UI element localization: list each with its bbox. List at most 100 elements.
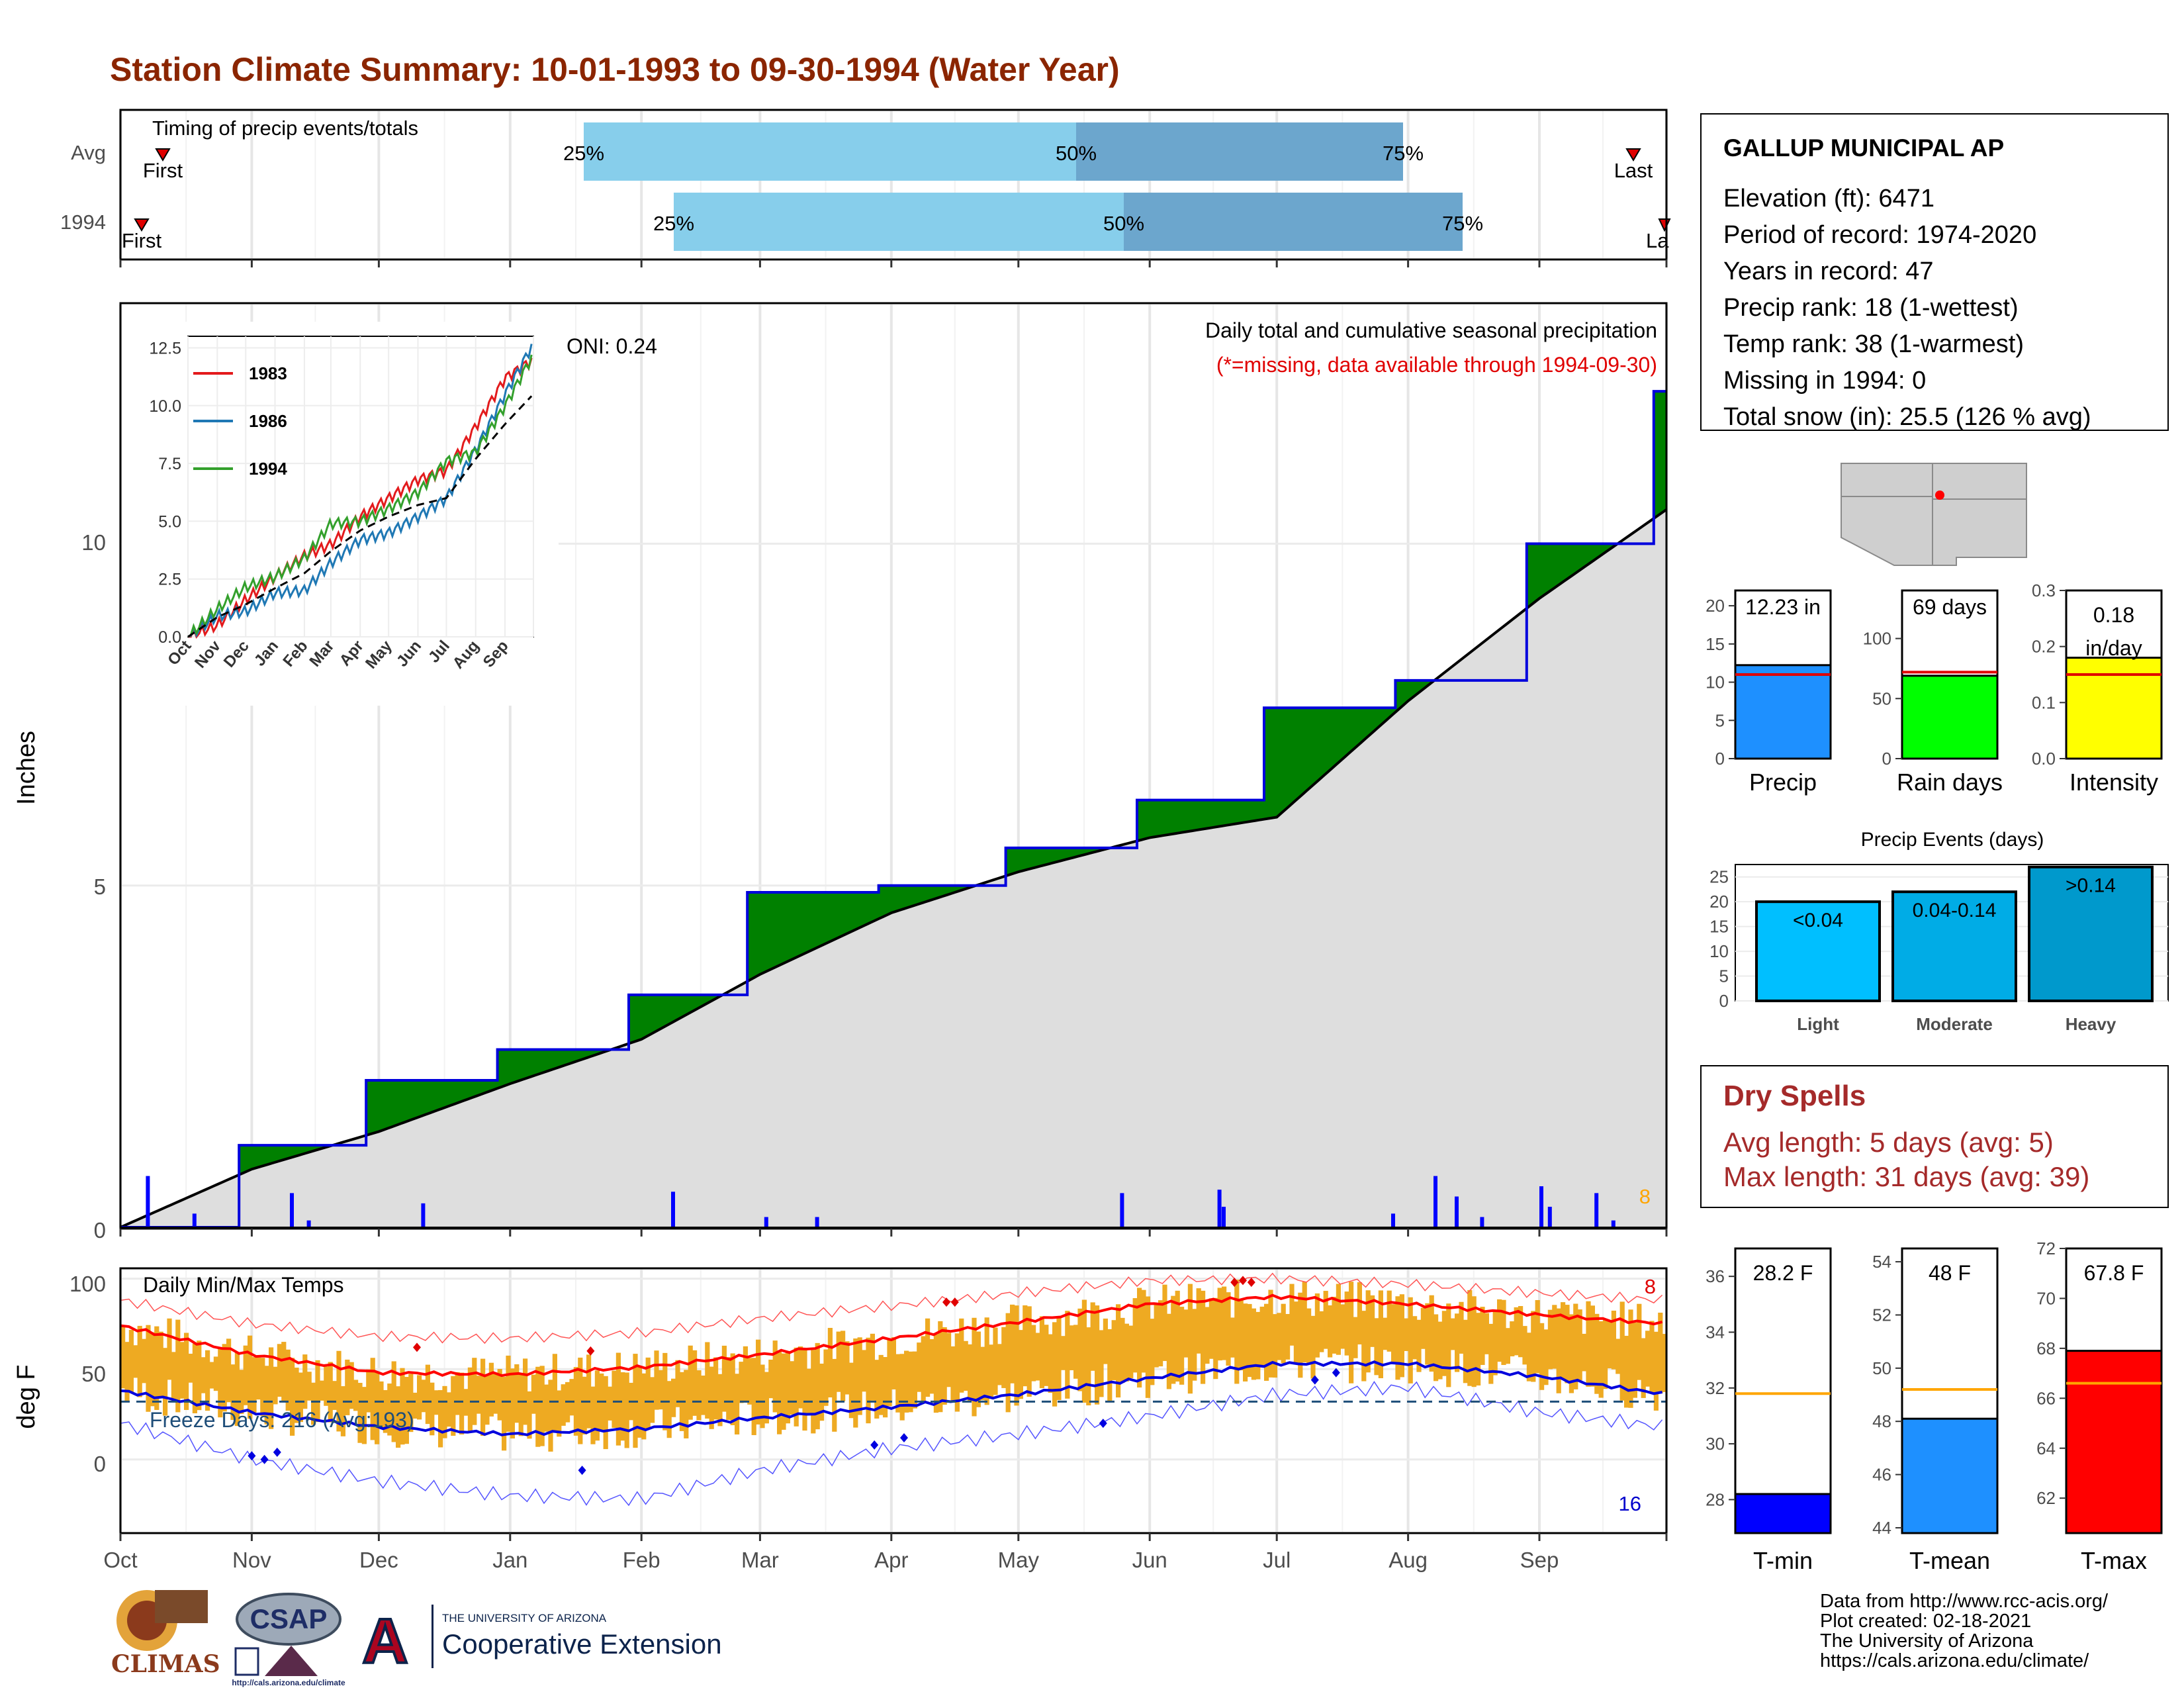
summary-bar-2 [2065, 657, 2163, 760]
daily-temp-bar [895, 1354, 901, 1413]
precip-difference-fill [510, 1049, 515, 1084]
precip-difference-fill [1383, 708, 1388, 724]
daily-temp-bar [1293, 1301, 1298, 1364]
precip-difference-fill [841, 892, 846, 937]
dry-spells-title: Dry Spells [1723, 1080, 1866, 1112]
precip-difference-fill [654, 994, 659, 1033]
daily-temp-bar [1314, 1293, 1320, 1358]
daily-temp-bar [209, 1362, 214, 1389]
daily-temp-bar [624, 1372, 629, 1448]
avg-p75-label: 75% [1383, 142, 1424, 165]
precip-difference-fill [650, 994, 655, 1035]
precip-events-tick: 20 [1709, 892, 1729, 912]
precip-difference-fill [1166, 800, 1171, 835]
precip-difference-fill [1183, 800, 1189, 833]
daily-temp-bar [1518, 1306, 1524, 1358]
daily-precip-bar [192, 1213, 197, 1227]
daily-temp-bar [497, 1369, 502, 1421]
temp-summary-tick-label: 66 [2036, 1388, 2056, 1408]
y1994-25-50-bar [674, 193, 1124, 251]
precip-difference-fill [1353, 708, 1358, 750]
daily-temp-bar [735, 1374, 740, 1434]
precip-difference-fill [1145, 800, 1150, 839]
footer-line-2: Plot created: 02-18-2021 [1820, 1611, 2031, 1632]
precip-difference-fill [1535, 543, 1540, 602]
timing-label: Timing of precip events/totals [152, 117, 418, 140]
month-label-dec: Dec [359, 1548, 398, 1572]
temp-summary-tick-label: 68 [2036, 1338, 2056, 1358]
temp-summary-bar-2 [2065, 1350, 2163, 1534]
daily-temp-bar [1387, 1290, 1392, 1352]
y1994-first-label: First [122, 229, 162, 252]
precip-difference-fill [1073, 847, 1079, 858]
record-high-marker [1230, 1278, 1239, 1288]
precip-difference-fill [1598, 543, 1604, 557]
precip-difference-fill [921, 885, 926, 904]
record-high-marker [950, 1297, 959, 1307]
avg-50-75-bar [1076, 122, 1403, 181]
daily-temp-bar [298, 1372, 303, 1423]
daily-temp-bar [383, 1389, 388, 1433]
daily-temp-bar [827, 1327, 833, 1397]
daily-temp-bar [438, 1389, 443, 1448]
precip-difference-fill [1378, 708, 1383, 727]
month-label-nov: Nov [232, 1548, 271, 1572]
precip-difference-fill [878, 885, 884, 919]
daily-temp-bar [844, 1341, 850, 1395]
precip-difference-fill [1543, 543, 1549, 596]
precip-difference-fill [747, 892, 752, 982]
precip-difference-fill [1365, 708, 1371, 739]
precip-difference-fill [1010, 847, 1015, 875]
daily-temp-bar [552, 1354, 557, 1432]
daily-precip-bar [1222, 1207, 1226, 1227]
precip-difference-fill [578, 1049, 583, 1061]
daily-temp-bar [1336, 1284, 1341, 1355]
daily-temp-bar [1619, 1301, 1625, 1401]
precip-difference-fill [248, 1145, 253, 1172]
timing-panel: Timing of precip events/totals Avg 1994 … [60, 109, 1671, 261]
month-axis-labels: Oct Nov Dec Jan Feb Mar Apr May Jun Jul Aug Sep [103, 259, 1668, 1572]
daily-temp-bar [324, 1366, 329, 1406]
daily-temp-bar [1365, 1290, 1371, 1373]
precip-difference-fill [302, 1145, 308, 1154]
climas-logo-block [155, 1590, 208, 1623]
precip-difference-fill [594, 1049, 600, 1055]
inset-content: 0.02.55.07.510.012.5OctNovDecJanFebMarAp… [149, 336, 534, 673]
daily-temp-bar [684, 1370, 689, 1438]
daily-temp-bar [539, 1366, 545, 1446]
daily-temp-bar [586, 1354, 592, 1429]
precip-difference-fill [1150, 800, 1155, 838]
precip-difference-fill [480, 1080, 486, 1095]
precip-difference-fill [790, 892, 795, 961]
daily-temp-bar [514, 1364, 520, 1423]
main-ytick-10: 10 [81, 530, 106, 555]
daily-temp-bar [430, 1382, 435, 1436]
daily-temp-bar [463, 1389, 469, 1416]
ua-small-text: THE UNIVERSITY OF ARIZONA [442, 1612, 607, 1624]
precip-difference-fill [836, 892, 841, 939]
precip-difference-fill [404, 1080, 409, 1123]
precip-difference-fill [1658, 391, 1663, 516]
precip-difference-fill [1526, 543, 1531, 609]
summary-value-unit-2: in/day [2085, 636, 2142, 660]
precip-difference-fill [756, 892, 761, 977]
precip-difference-fill [561, 1049, 566, 1067]
precip-difference-fill [484, 1080, 490, 1094]
daily-temp-bar [171, 1352, 176, 1402]
precip-difference-fill [942, 885, 947, 897]
csap-logo-url: http://cals.arizona.edu/climate [232, 1678, 345, 1687]
precip-difference-fill [255, 1145, 261, 1168]
precip-difference-fill [1314, 708, 1320, 784]
precip-difference-fill [1023, 847, 1028, 871]
precip-difference-fill [1395, 680, 1400, 712]
precip-difference-fill [1247, 800, 1252, 822]
precip-difference-fill [315, 1145, 320, 1150]
daily-temp-bar [1463, 1319, 1468, 1383]
daily-temp-bar [366, 1369, 371, 1413]
month-label-mar: Mar [741, 1548, 779, 1572]
precip-difference-fill [476, 1080, 481, 1096]
daily-temp-bar [1357, 1282, 1362, 1344]
precip-difference-fill [1056, 847, 1062, 863]
precip-difference-fill [590, 1049, 596, 1057]
